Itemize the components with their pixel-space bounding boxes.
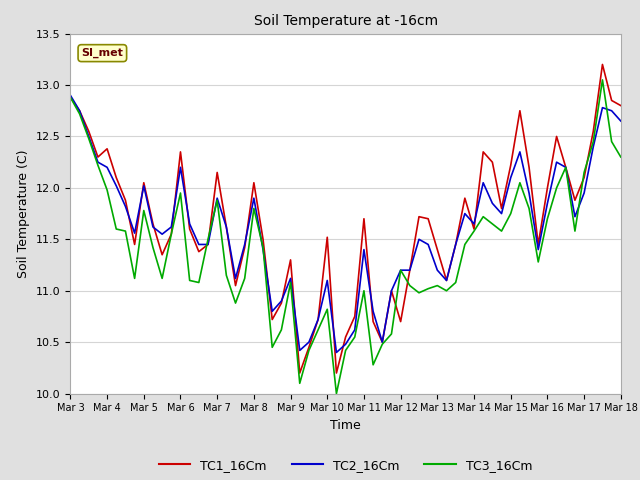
TC2_16Cm <box>259 247 267 252</box>
TC3_16Cm <box>598 77 606 83</box>
TC3_16Cm <box>333 391 340 396</box>
TC3_16Cm <box>195 280 203 286</box>
TC2_16Cm <box>369 309 377 314</box>
TC2_16Cm <box>333 349 340 355</box>
TC1_16Cm <box>259 237 267 242</box>
TC2_16Cm <box>195 241 203 247</box>
TC3_16Cm <box>259 245 267 251</box>
TC3_16Cm <box>67 95 74 100</box>
Legend: TC1_16Cm, TC2_16Cm, TC3_16Cm: TC1_16Cm, TC2_16Cm, TC3_16Cm <box>154 454 537 477</box>
TC1_16Cm <box>406 267 413 273</box>
Line: TC3_16Cm: TC3_16Cm <box>70 80 621 394</box>
Y-axis label: Soil Temperature (C): Soil Temperature (C) <box>17 149 30 278</box>
TC3_16Cm <box>369 362 377 368</box>
Title: Soil Temperature at -16cm: Soil Temperature at -16cm <box>253 14 438 28</box>
TC2_16Cm <box>617 118 625 124</box>
X-axis label: Time: Time <box>330 419 361 432</box>
Line: TC2_16Cm: TC2_16Cm <box>70 96 621 352</box>
TC2_16Cm <box>177 165 184 170</box>
Text: SI_met: SI_met <box>81 48 124 58</box>
TC1_16Cm <box>553 133 561 139</box>
TC1_16Cm <box>617 103 625 108</box>
TC1_16Cm <box>296 370 303 376</box>
TC3_16Cm <box>553 185 561 191</box>
TC1_16Cm <box>195 249 203 254</box>
TC1_16Cm <box>369 319 377 324</box>
TC3_16Cm <box>617 154 625 160</box>
TC2_16Cm <box>553 159 561 165</box>
TC3_16Cm <box>177 190 184 196</box>
TC2_16Cm <box>67 93 74 98</box>
TC3_16Cm <box>406 283 413 288</box>
TC2_16Cm <box>406 267 413 273</box>
TC1_16Cm <box>67 95 74 100</box>
Line: TC1_16Cm: TC1_16Cm <box>70 64 621 373</box>
TC1_16Cm <box>598 61 606 67</box>
TC1_16Cm <box>177 149 184 155</box>
